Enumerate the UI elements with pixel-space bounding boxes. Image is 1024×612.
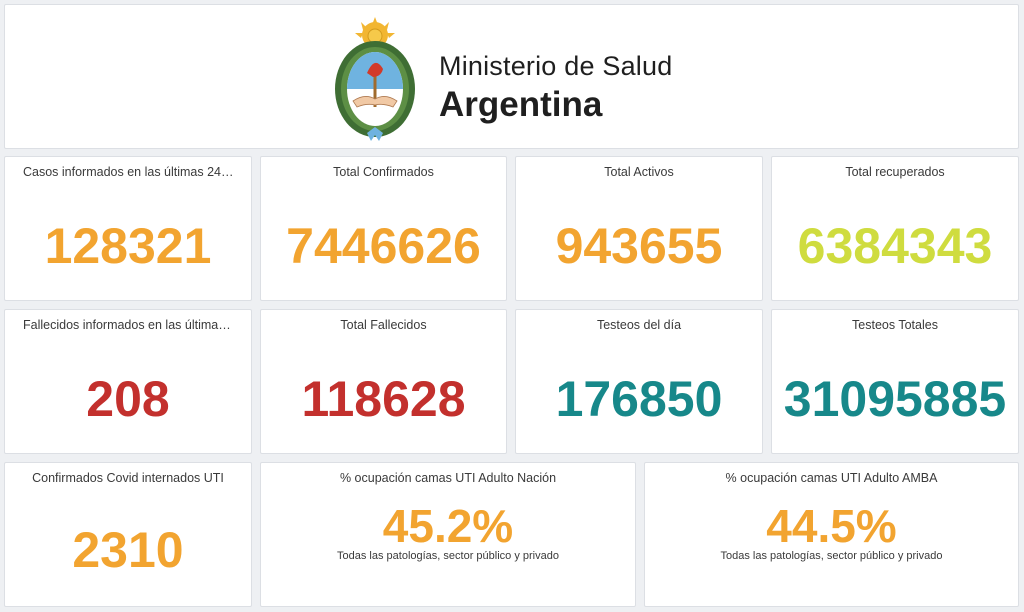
card-testeos-dia: Testeos del día 176850 — [515, 309, 763, 454]
card-subtitle: Todas las patologías, sector público y p… — [720, 550, 943, 562]
card-total-recuperados: Total recuperados 6384343 — [771, 156, 1019, 301]
card-value: 118628 — [301, 371, 466, 427]
card-value: 2310 — [72, 522, 184, 578]
card-total-activos: Total Activos 943655 — [515, 156, 763, 301]
card-fallecidos-24h: Fallecidos informados en las última… 208 — [4, 309, 252, 454]
card-casos-24h: Casos informados en las últimas 24… 1283… — [4, 156, 252, 301]
card-title: % ocupación camas UTI Adulto AMBA — [725, 471, 938, 485]
card-internados-uti: Confirmados Covid internados UTI 2310 — [4, 462, 252, 607]
card-ocupacion-amba: % ocupación camas UTI Adulto AMBA 44.5% … — [644, 462, 1019, 607]
card-total-confirmados: Total Confirmados 7446626 — [260, 156, 507, 301]
card-title: Casos informados en las últimas 24… — [23, 165, 234, 179]
card-value: 943655 — [555, 218, 723, 274]
card-value: 176850 — [555, 371, 723, 427]
card-value: 6384343 — [797, 218, 993, 274]
card-title: Total recuperados — [845, 165, 945, 179]
card-title: Testeos Totales — [852, 318, 938, 332]
card-title: Fallecidos informados en las última… — [23, 318, 231, 332]
card-value: 7446626 — [286, 218, 481, 274]
card-title: Testeos del día — [596, 318, 682, 332]
card-title: Confirmados Covid internados UTI — [32, 471, 224, 485]
country-name: Argentina — [439, 85, 603, 124]
card-value: 44.5% — [766, 500, 897, 552]
ministry-name: Ministerio de Salud — [439, 51, 673, 81]
card-title: Total Fallecidos — [340, 318, 427, 332]
card-total-fallecidos: Total Fallecidos 118628 — [260, 309, 507, 454]
card-title: Total Activos — [604, 165, 674, 179]
card-testeos-totales: Testeos Totales 31095885 — [771, 309, 1019, 454]
card-value: 45.2% — [382, 500, 514, 552]
card-ocupacion-nacion: % ocupación camas UTI Adulto Nación 45.2… — [260, 462, 636, 607]
card-title: % ocupación camas UTI Adulto Nación — [339, 471, 557, 485]
header-panel: Ministerio de Salud Argentina — [4, 4, 1019, 149]
card-subtitle: Todas las patologías, sector público y p… — [337, 550, 559, 562]
card-title: Total Confirmados — [333, 165, 434, 179]
coat-of-arms-icon — [333, 17, 417, 145]
card-value: 128321 — [44, 218, 212, 274]
card-value: 208 — [86, 371, 170, 427]
card-value: 31095885 — [783, 371, 1007, 427]
